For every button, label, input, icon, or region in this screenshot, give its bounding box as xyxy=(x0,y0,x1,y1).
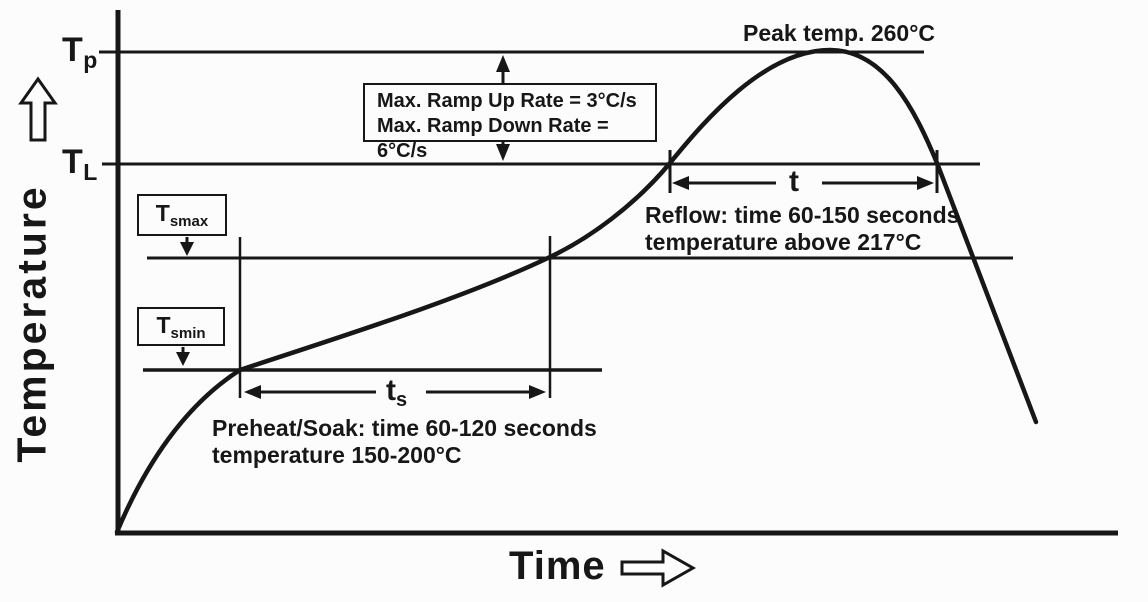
tsmin-label: Tsmin xyxy=(156,311,206,342)
ramp-rate-arrow xyxy=(496,55,510,161)
reflow-annotation-line1: Reflow: time 60-150 seconds xyxy=(645,202,960,228)
time-right-arrow-icon xyxy=(620,548,697,588)
reflow-annotation-line2: temperature above 217°C xyxy=(645,229,922,255)
reflow-annotation: Reflow: time 60-150 seconds temperature … xyxy=(645,202,959,256)
tsmin-label-box: Tsmin xyxy=(137,307,225,346)
preheat-annotation: Preheat/Soak: time 60-120 seconds temper… xyxy=(212,415,597,469)
t-interval-label: t xyxy=(789,165,799,198)
x-axis-title: Time xyxy=(509,544,606,588)
ramp-down-rate-text: Max. Ramp Down Rate = 6°C/s xyxy=(377,115,609,162)
tsmax-label-box: Tsmax xyxy=(137,194,227,236)
tsmax-pointer-arrow xyxy=(180,237,194,256)
preheat-annotation-line2: temperature 150-200°C xyxy=(212,442,462,468)
preheat-annotation-line1: Preheat/Soak: time 60-120 seconds xyxy=(212,415,597,441)
y-axis-title: Temperature xyxy=(8,184,55,463)
ts-interval-label: ts xyxy=(386,374,408,411)
peak-temp-annotation: Peak temp. 260°C xyxy=(743,20,936,46)
tl-label: TL xyxy=(62,143,98,185)
temperature-profile-curve xyxy=(114,47,1039,535)
ramp-rate-box: Max. Ramp Up Rate = 3°C/s Max. Ramp Down… xyxy=(363,83,657,162)
temperature-up-arrow-icon xyxy=(18,76,58,142)
tsmin-pointer-arrow xyxy=(176,347,190,366)
tsmax-label: Tsmax xyxy=(155,200,209,230)
ts-interval-arrow xyxy=(244,385,546,399)
ramp-up-rate-text: Max. Ramp Up Rate = 3°C/s xyxy=(377,90,637,112)
tp-label: Tp xyxy=(62,31,98,73)
t-interval-arrow xyxy=(672,176,934,190)
